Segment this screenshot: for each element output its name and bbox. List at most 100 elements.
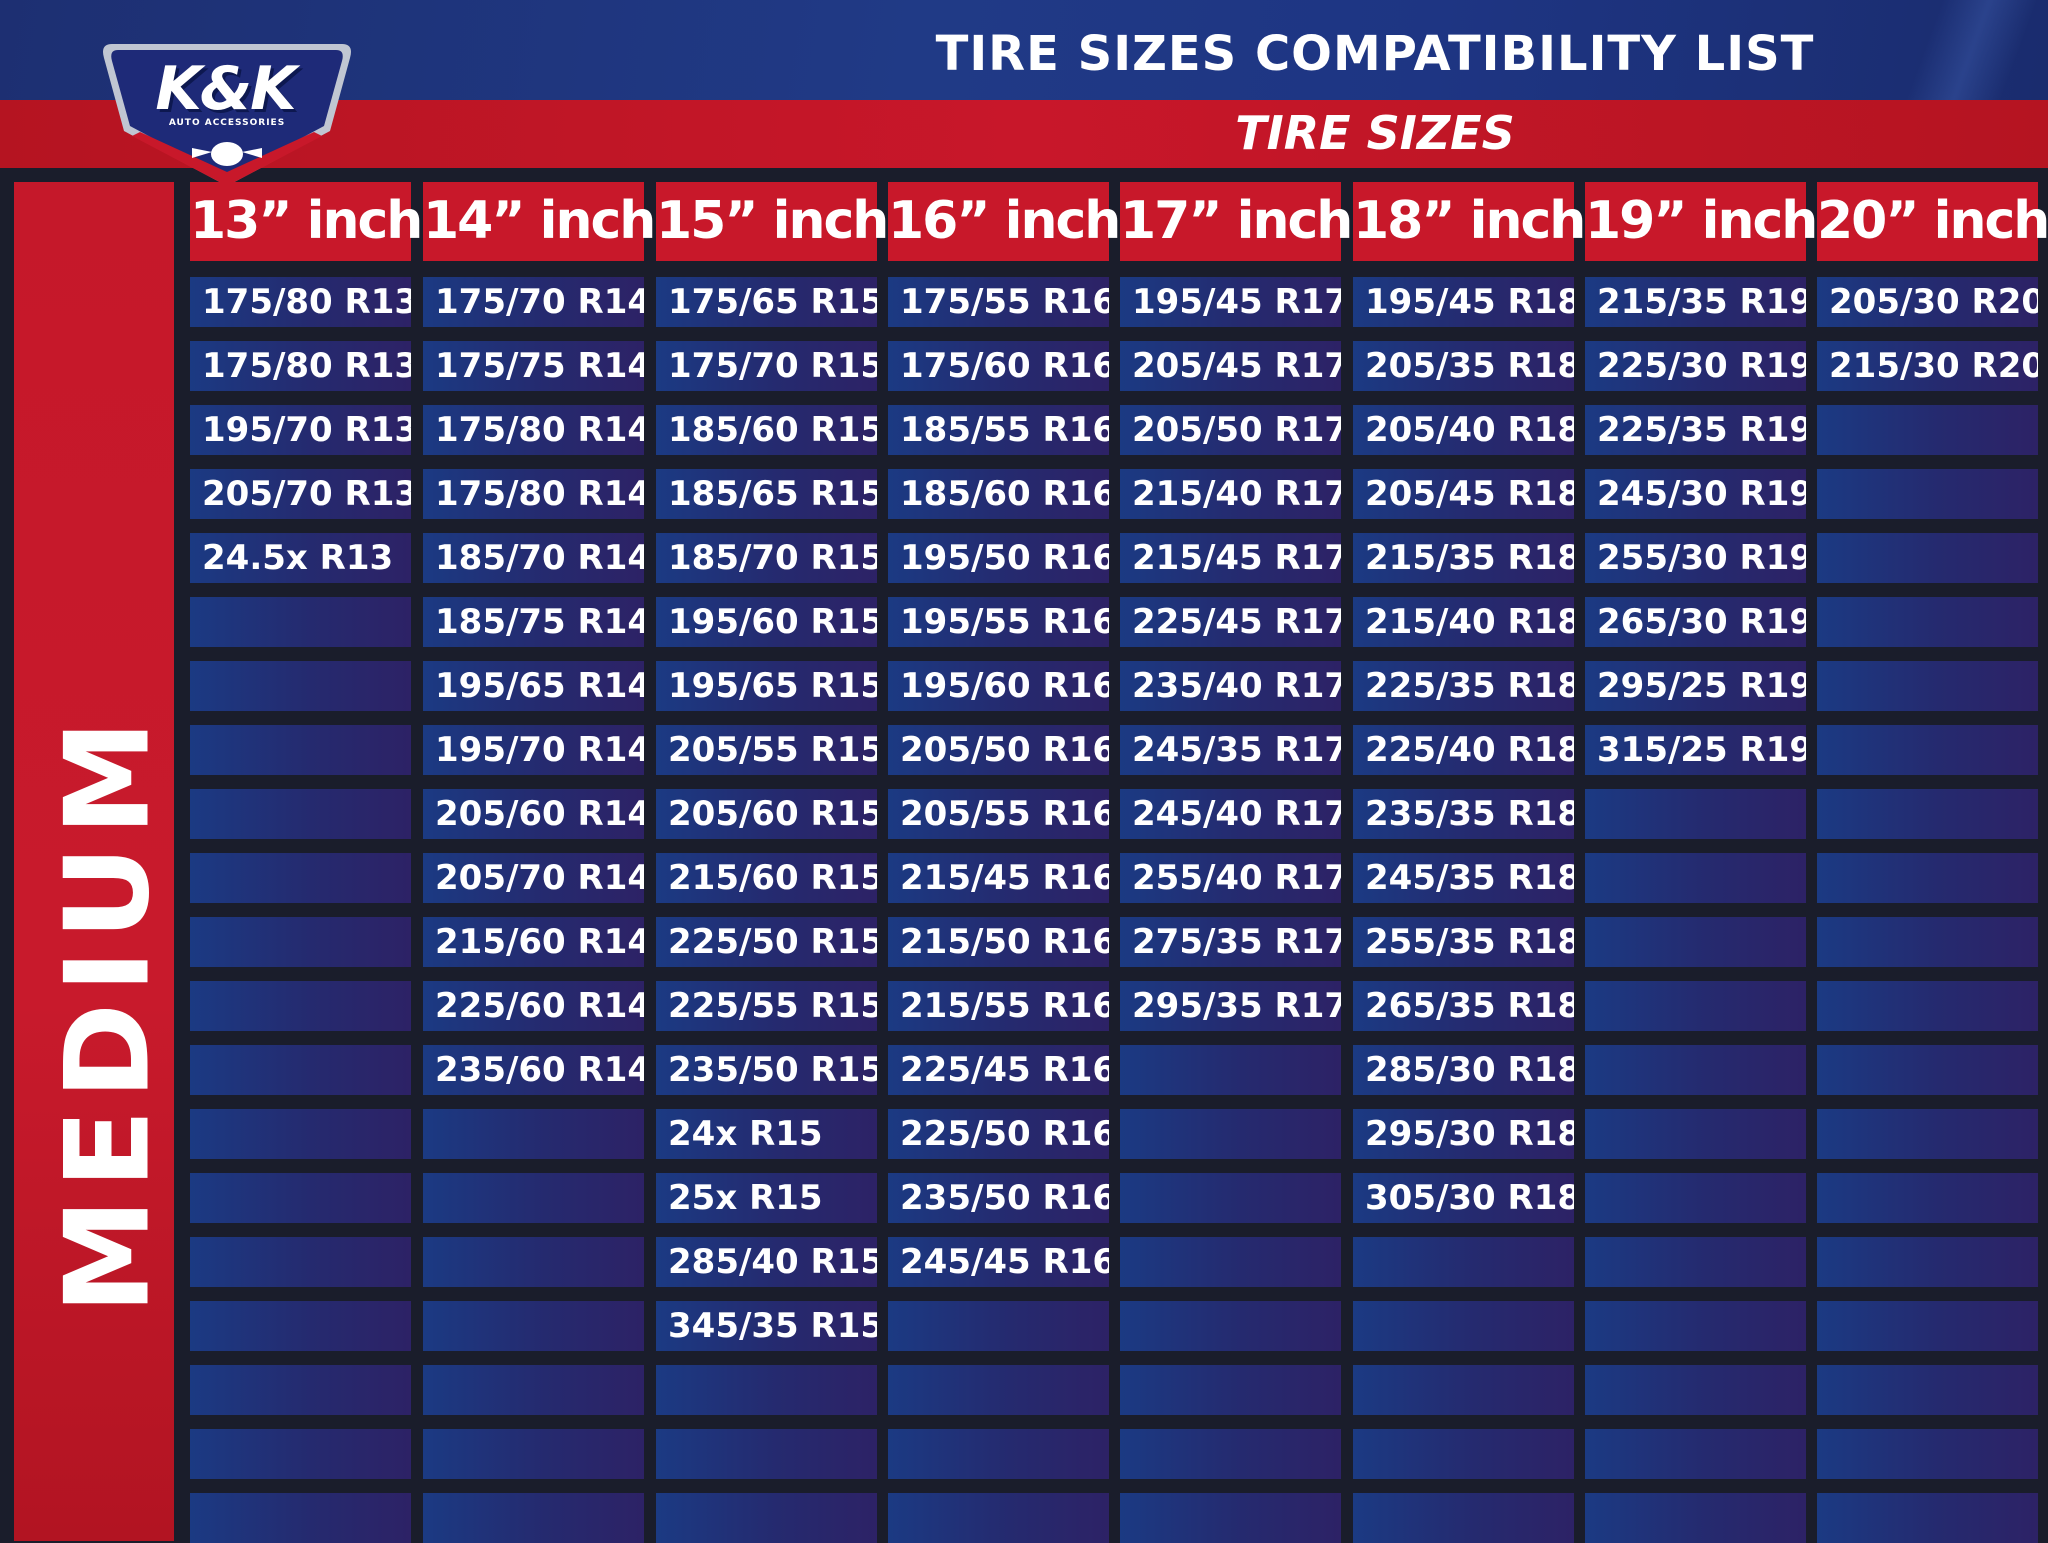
tire-size-cell: 215/45 R17 (1120, 533, 1341, 583)
tire-size-cell (190, 1045, 411, 1095)
tire-size-cell: 285/40 R15 (656, 1237, 877, 1287)
logo-brand-text: K&K (155, 54, 296, 124)
tire-size-cell (423, 1109, 644, 1159)
tire-size-cell: 185/70 R14 (423, 533, 644, 583)
tire-size-cell: 24x R15 (656, 1109, 877, 1159)
tire-size-cell (1120, 1493, 1341, 1543)
tire-size-cell: 235/40 R17 (1120, 661, 1341, 711)
column-header: 18” inch (1353, 182, 1586, 261)
tire-size-cell (1353, 1493, 1574, 1543)
tire-size-cell: 24.5x R13 (190, 533, 411, 583)
tire-size-cell: 345/35 R15 (656, 1301, 877, 1351)
tire-size-cell (190, 789, 411, 839)
tire-size-cell: 215/60 R14 (423, 917, 644, 967)
tire-size-cell (423, 1237, 644, 1287)
tire-size-cell: 175/80 R13 (190, 277, 411, 327)
tire-size-cell (190, 1109, 411, 1159)
tire-size-cell: 235/35 R18 (1353, 789, 1574, 839)
tire-size-cell: 245/40 R17 (1120, 789, 1341, 839)
tire-size-cell: 175/70 R15 (656, 341, 877, 391)
tire-size-cell: 195/60 R15 (656, 597, 877, 647)
tire-size-cell: 215/35 R19 (1585, 277, 1806, 327)
tire-size-cell (1817, 1173, 2038, 1223)
tire-size-cell (1817, 1045, 2038, 1095)
tire-size-cell: 205/55 R16 (888, 789, 1109, 839)
tire-size-cell (1585, 1237, 1806, 1287)
tire-size-cell (1817, 1109, 2038, 1159)
column-header: 19” inch (1585, 182, 1818, 261)
tire-size-cell: 195/70 R13 (190, 405, 411, 455)
tire-size-cell (656, 1493, 877, 1543)
brand-logo: K&K AUTO ACCESSORIES (92, 36, 362, 192)
tire-size-cell: 185/65 R15 (656, 469, 877, 519)
tire-size-cell: 195/55 R16 (888, 597, 1109, 647)
tire-size-cell: 175/65 R15 (656, 277, 877, 327)
tire-size-cell (1817, 1301, 2038, 1351)
tire-size-cell: 245/30 R19 (1585, 469, 1806, 519)
tire-size-cell: 175/80 R14 (423, 405, 644, 455)
tire-size-cell: 175/80 R13 (190, 341, 411, 391)
tire-size-cell: 295/35 R17 (1120, 981, 1341, 1031)
tire-size-cell: 235/50 R15 (656, 1045, 877, 1095)
tire-size-cell (190, 917, 411, 967)
column-header: 16” inch (888, 182, 1121, 261)
tire-size-cell (1817, 533, 2038, 583)
tire-size-cell: 265/30 R19 (1585, 597, 1806, 647)
tire-size-cell (888, 1429, 1109, 1479)
tire-size-cell (1120, 1237, 1341, 1287)
tire-size-cell: 215/35 R18 (1353, 533, 1574, 583)
tire-size-cell (1353, 1429, 1574, 1479)
tire-size-cell (888, 1301, 1109, 1351)
tire-size-cell: 215/40 R18 (1353, 597, 1574, 647)
category-label: MEDIUM (40, 710, 176, 1314)
tire-size-cell: 205/60 R15 (656, 789, 877, 839)
tire-size-cell: 185/55 R16 (888, 405, 1109, 455)
tire-size-cell (1817, 981, 2038, 1031)
tire-size-cell: 285/30 R18 (1353, 1045, 1574, 1095)
tire-size-cell: 235/50 R16 (888, 1173, 1109, 1223)
tire-size-cell (190, 1173, 411, 1223)
tire-size-cell (1120, 1109, 1341, 1159)
tire-size-cell (1817, 469, 2038, 519)
tire-size-cell: 195/65 R14 (423, 661, 644, 711)
tire-size-cell: 195/45 R18 (1353, 277, 1574, 327)
category-sidebar: MEDIUM (14, 182, 176, 1541)
tire-size-cell: 225/35 R19 (1585, 405, 1806, 455)
tire-size-cell (1585, 1109, 1806, 1159)
tire-size-cell: 265/35 R18 (1353, 981, 1574, 1031)
logo-tagline: AUTO ACCESSORIES (168, 118, 286, 128)
tire-size-cell: 215/45 R16 (888, 853, 1109, 903)
tire-size-cell (423, 1173, 644, 1223)
tire-size-cell: 215/40 R17 (1120, 469, 1341, 519)
tire-size-cell: 215/55 R16 (888, 981, 1109, 1031)
tire-size-cell (1585, 1045, 1806, 1095)
tire-size-cell: 255/35 R18 (1353, 917, 1574, 967)
tire-size-cell: 275/35 R17 (1120, 917, 1341, 967)
tire-size-cell: 225/55 R15 (656, 981, 877, 1031)
tire-size-cell: 215/60 R15 (656, 853, 877, 903)
tire-size-cell (1585, 1429, 1806, 1479)
tire-size-cell: 175/60 R16 (888, 341, 1109, 391)
tire-size-cell: 255/30 R19 (1585, 533, 1806, 583)
tire-size-cell (1585, 1301, 1806, 1351)
tire-size-cell: 225/45 R16 (888, 1045, 1109, 1095)
tire-size-cell: 175/75 R14 (423, 341, 644, 391)
tire-size-cell (190, 661, 411, 711)
tire-size-cell (656, 1365, 877, 1415)
tire-size-cell (1353, 1237, 1574, 1287)
tire-size-cell: 215/30 R20 (1817, 341, 2038, 391)
tire-size-cell (423, 1365, 644, 1415)
tire-size-cell: 195/70 R14 (423, 725, 644, 775)
tire-size-cell: 225/30 R19 (1585, 341, 1806, 391)
tire-size-cell (190, 725, 411, 775)
subheader-banner (0, 100, 2048, 168)
tire-size-cell (190, 1429, 411, 1479)
tire-size-cell: 225/45 R17 (1120, 597, 1341, 647)
tire-size-cell (423, 1301, 644, 1351)
tire-size-cell (190, 853, 411, 903)
tire-size-cell (1585, 853, 1806, 903)
tire-size-cell (1817, 725, 2038, 775)
tire-size-cell: 205/70 R14 (423, 853, 644, 903)
tire-size-cell: 245/35 R18 (1353, 853, 1574, 903)
tire-size-cell: 205/45 R18 (1353, 469, 1574, 519)
